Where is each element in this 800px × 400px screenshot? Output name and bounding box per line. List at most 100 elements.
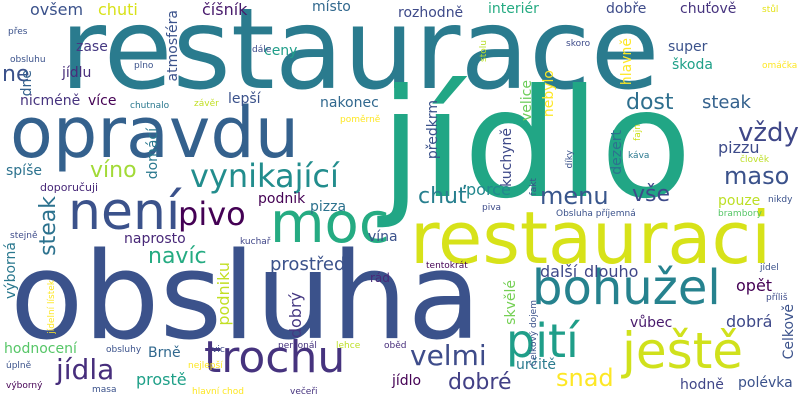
word-urcite: určitě — [516, 357, 557, 373]
word-hlavne: hlavně — [619, 38, 635, 86]
word-vino: víno — [90, 158, 137, 183]
word-kava: káva — [628, 151, 650, 161]
word-pomerne: poměrně — [340, 115, 381, 125]
word-dalsi: další — [540, 262, 578, 281]
word-dobre-small: dobře — [606, 1, 647, 17]
word-fakt: fakt — [529, 178, 539, 196]
word-jidlo: jídlo — [380, 58, 693, 232]
word-jidla: jídla — [56, 353, 115, 386]
word-celkovy-dojem: Celkový dojem — [529, 300, 539, 367]
word-jeste: ještě — [622, 322, 744, 380]
word-obed: oběd — [384, 341, 407, 351]
word-masa: masa — [92, 385, 117, 395]
word-obsluha: obsluha — [10, 228, 482, 367]
word-nebylo: nebylo — [541, 70, 557, 118]
word-spise: spíše — [6, 163, 42, 179]
word-dale: dále — [252, 45, 272, 55]
word-dobry: dobrý — [286, 292, 305, 339]
word-brambory: brambory — [718, 209, 762, 219]
word-velice: velice — [519, 80, 535, 121]
word-obsluha-prijemna: Obsluha příjemná — [556, 209, 636, 219]
word-rad: rád — [370, 271, 390, 285]
word-lepsi: lepší — [228, 91, 261, 107]
word-dobre: dobré — [448, 370, 512, 395]
word-restaurace: restaurace — [60, 0, 660, 115]
word-proste: prostě — [136, 370, 187, 389]
word-rozhodne: rozhodně — [398, 5, 464, 21]
word-vyborny: výborný — [6, 381, 43, 391]
word-vina: vína — [368, 229, 398, 245]
word-chut: chuť — [418, 184, 467, 209]
word-vubec: vůbec — [630, 315, 673, 331]
word-tentokrat: tentokrát — [426, 261, 468, 271]
word-chutnalo: chutnalo — [130, 101, 170, 111]
word-trochu: trochu — [204, 332, 346, 383]
word-dne: dne — [19, 70, 35, 97]
word-nejlepsi: nejlepší — [188, 361, 223, 371]
word-pizzu: pizzu — [718, 138, 760, 157]
word-clovek: člověk — [740, 155, 770, 165]
word-doporucuji: doporučuji — [40, 181, 99, 194]
word-podniku: podniku — [214, 262, 233, 326]
word-celkove: Celkově — [781, 304, 797, 360]
word-chuti: chuti — [98, 0, 138, 19]
word-cisnik: číšník — [202, 0, 248, 19]
word-zaver: závěr — [194, 99, 219, 109]
word-nicmene: nicméně — [20, 93, 81, 109]
word-pizza: pizza — [310, 199, 347, 215]
word-uplne: úplně — [6, 361, 32, 371]
word-personal: personál — [278, 341, 317, 351]
word-misto: místo — [312, 0, 351, 15]
word-naprosto: naprosto — [124, 231, 186, 247]
word-bohuzel: bohužel — [532, 260, 721, 316]
word-moc: moc — [270, 191, 390, 256]
word-kuchyne: kuchyně — [499, 128, 515, 187]
word-nikdy: nikdy — [768, 195, 793, 205]
word-super: super — [668, 39, 708, 55]
word-skoro: skoro — [566, 39, 591, 49]
word-vice: více — [88, 93, 117, 109]
word-vyborna: výborná — [3, 242, 19, 299]
word-vyborne: steak — [702, 92, 751, 113]
word-opet: opět — [736, 276, 773, 295]
word-porce: porce — [466, 180, 511, 199]
word-plno: plno — [134, 61, 154, 71]
word-brne: Brně — [148, 345, 181, 361]
word-obsluhy: obsluhy — [106, 345, 142, 355]
word-veceri: večeři — [290, 387, 318, 397]
word-dobra: dobrá — [726, 312, 773, 331]
word-zase: zase — [76, 39, 108, 55]
word-polevka: polévka — [738, 375, 793, 391]
word-opravdu: opravdu — [10, 92, 300, 174]
word-maso: maso — [724, 162, 790, 190]
word-prilis: příliš — [766, 293, 788, 303]
word-nakonec: nakonec — [320, 95, 379, 111]
word-pivo: pivo — [178, 195, 246, 233]
word-stejne: stejně — [10, 231, 38, 241]
word-domaci: domácí — [145, 128, 161, 180]
word-kuchar: kuchař — [240, 237, 271, 247]
word-jidelni-listek: jídelní lístek — [47, 280, 57, 334]
word-stolu: stolu — [479, 40, 489, 62]
word-ovsem: ovšem — [30, 0, 84, 19]
word-interier: interiér — [488, 1, 539, 17]
word-prostredi: prostředí — [270, 254, 351, 275]
word-vic: vic — [212, 345, 225, 355]
word-skvele: skvělé — [503, 280, 519, 325]
word-restauraci: restauraci — [410, 196, 772, 280]
word-obsluhu: obsluhu — [10, 55, 46, 65]
word-fajn: fajn — [633, 124, 643, 141]
word-jidel: jídel — [760, 263, 779, 273]
word-skoda: škoda — [672, 57, 713, 73]
word-jidlu: jídlu — [62, 65, 92, 81]
word-pres: přes — [8, 27, 28, 37]
word-lehce: lehce — [336, 341, 361, 351]
word-podnik: podnik — [258, 191, 306, 207]
word-diky: díky — [565, 150, 575, 169]
word-velmi: velmi — [410, 339, 487, 372]
word-piti: pití — [506, 314, 579, 368]
word-chutove: chuťově — [680, 1, 737, 17]
word-menu: menu — [540, 182, 609, 210]
word-hlavni-chod: hlavní chod — [192, 387, 244, 397]
word-stul: stůl — [762, 5, 779, 15]
